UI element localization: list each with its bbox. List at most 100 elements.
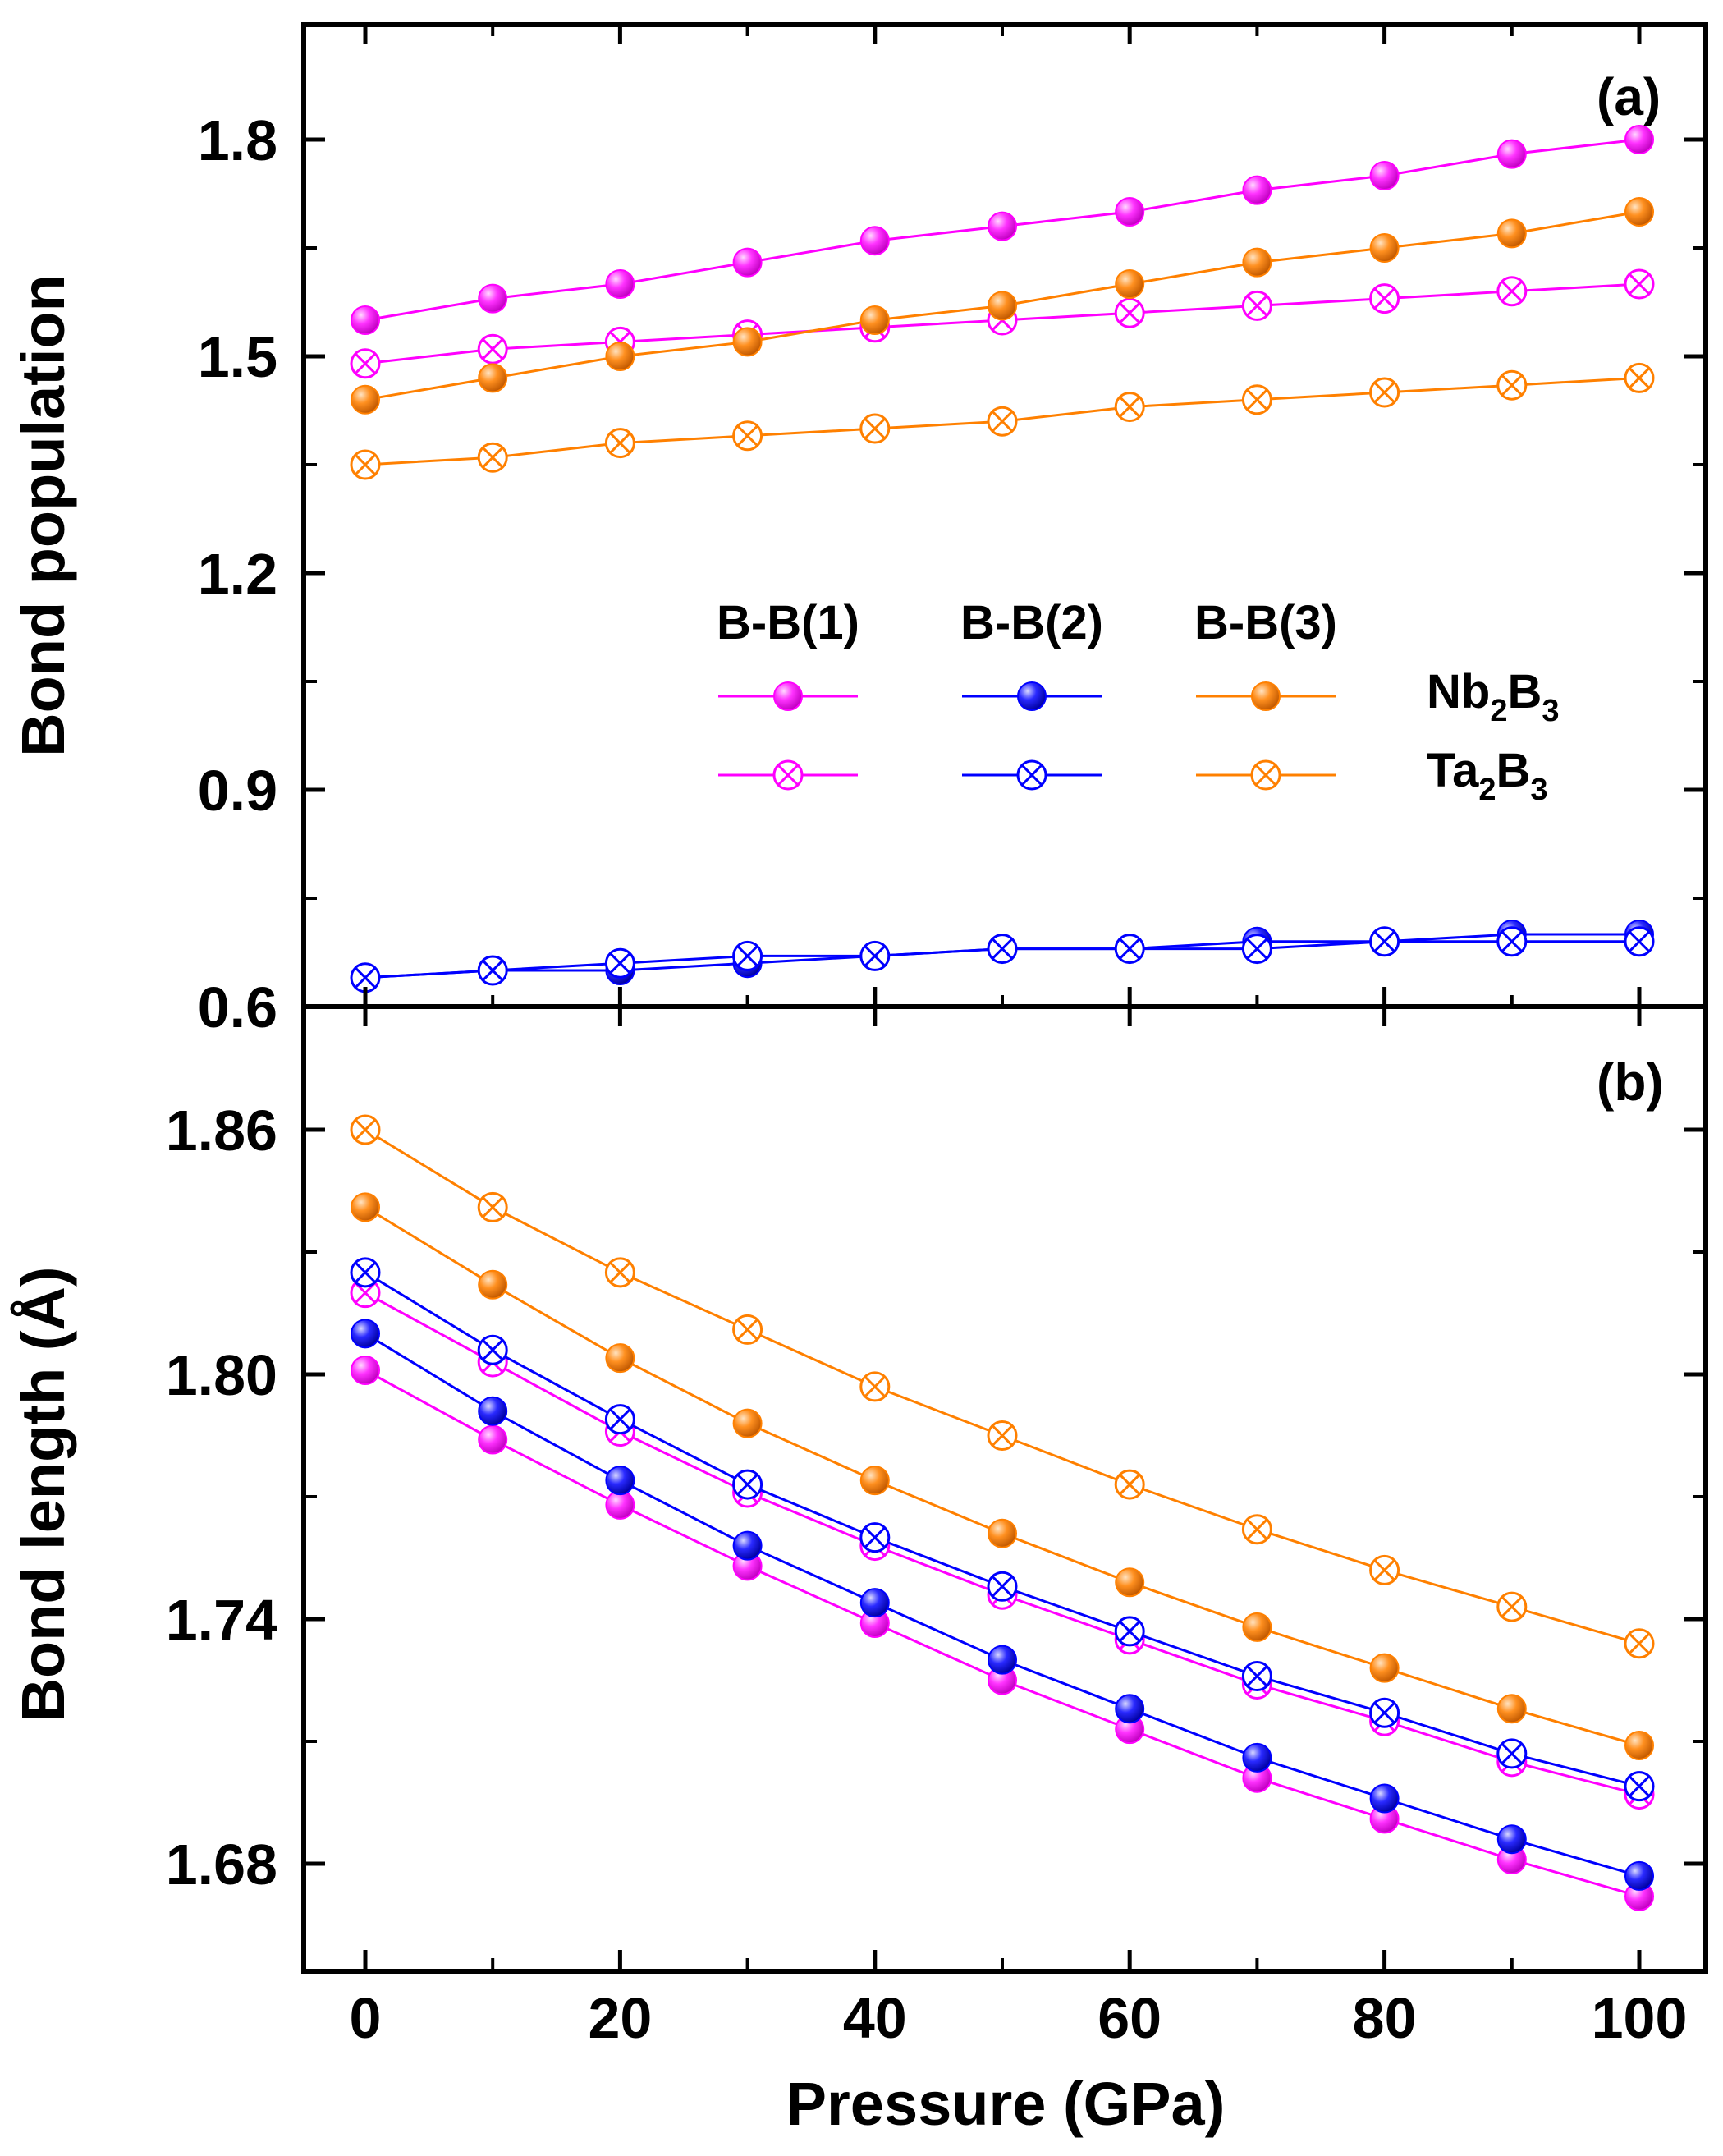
panel-a-series	[350, 125, 1655, 993]
panel-a-label: (a)	[1597, 67, 1661, 126]
legend-sample-b-b-1-nb-marker	[773, 681, 803, 711]
panel-a-b-b-3-nb2b3-point	[988, 291, 1017, 321]
panel-b-b-b-2-ta2b3-point	[604, 1404, 635, 1435]
panel-a-b-b-1-ta2b3-point	[1241, 290, 1272, 321]
panel-b-b-b-3-ta2b3-point	[1114, 1469, 1145, 1500]
legend-sample-b-b-2-nb-marker	[1017, 681, 1047, 711]
legend-header-bb1: B-B(1)	[717, 596, 859, 649]
panel-b-b-b-3-nb2b3-point	[351, 1192, 380, 1222]
panel-b-b-b-2-ta2b3-point	[1114, 1616, 1145, 1647]
panel-a-b-b-3-ta2b3-point	[477, 442, 508, 473]
panel-a-b-b-3-ta2b3-point	[350, 449, 381, 480]
panel-a-b-b-2-ta2b3-point	[859, 940, 891, 971]
panel-a-y-tick-label: 0.9	[198, 759, 277, 823]
panel-a-frame	[301, 22, 1708, 1009]
panel-b-b-b-2-ta2b3-point	[1496, 1738, 1528, 1769]
panel-a-b-b-2-ta2b3-point	[732, 940, 763, 971]
panel-a-bond-population: 0.6 0.9 1.2 1.5 1.8 (a) Bond population B-B(…	[9, 22, 1708, 1039]
panel-b-x-ticks: 0 20 40 60 80 100	[350, 25, 1688, 2050]
panel-b-bond-length: 1.68 1.74 1.80 1.86 0 20 40 60 80 100 (b) Bond l…	[9, 25, 1708, 2138]
panel-b-b-b-2-ta2b3-point	[1624, 1771, 1655, 1802]
legend-header-bb2: B-B(2)	[960, 596, 1103, 649]
panel-b-y-tick-label: 1.68	[166, 1833, 277, 1897]
panel-a-b-b-1-nb2b3-point	[1496, 139, 1527, 169]
panel-a-y-tick-label: 0.6	[198, 975, 277, 1039]
panel-a-b-b-1-nb2b3-point	[1115, 197, 1145, 227]
panel-a-b-b-3-nb2b3-point	[605, 342, 635, 371]
panel-a-b-b-1-ta2b3-point	[1624, 268, 1655, 300]
panel-a-b-b-2-ta2b3-point	[1369, 926, 1400, 957]
legend-ta2b3-sub1: 2	[1478, 773, 1496, 807]
panel-a-y-tick-label: 1.5	[198, 325, 277, 389]
panel-b-b-b-3-ta2b3-point	[1624, 1628, 1655, 1659]
panel-a-b-b-3-ta2b3-point	[604, 428, 635, 459]
panel-a-y-ticks: 0.6 0.9 1.2 1.5 1.8	[198, 108, 1706, 1039]
panel-a-b-b-1-nb2b3-point	[1242, 175, 1272, 205]
panel-a-b-b-3-nb2b3-point	[1369, 233, 1400, 263]
panel-b-b-b-3-ta2b3-point	[732, 1314, 763, 1345]
legend-nb2b3: Nb2B3	[1427, 665, 1560, 728]
panel-b-b-b-2-nb2b3-point	[351, 1319, 380, 1349]
panel-a-y-axis-label: Bond population	[9, 274, 77, 757]
panel-a-b-b-2-ta2b3-point	[1624, 926, 1655, 957]
panel-a-b-b-1-nb2b3-point	[988, 211, 1017, 241]
panel-a-b-b-3-ta2b3-point	[1241, 384, 1272, 415]
x-tick-label: 40	[843, 1986, 907, 2050]
panel-b-b-b-3-nb2b3-point	[1115, 1567, 1145, 1598]
panel-b-frame	[301, 1004, 1708, 1974]
panel-b-b-b-1-nb2b3-point	[478, 1424, 508, 1455]
panel-a-b-b-1-nb2b3-point	[605, 269, 635, 299]
panel-a-b-b-1-nb2b3-point	[1624, 125, 1654, 154]
panel-a-b-b-3-nb2b3-point	[351, 384, 380, 415]
x-tick-label: 60	[1097, 1986, 1162, 2050]
legend-nb2b3-mid: B	[1507, 665, 1542, 718]
panel-a-b-b-3-ta2b3-point	[987, 406, 1018, 437]
panel-a-b-b-3-nb2b3-point	[732, 327, 763, 357]
panel-b-b-b-2-nb2b3-point	[1624, 1860, 1654, 1891]
panel-b-b-b-3-nb2b3-point	[732, 1408, 763, 1438]
legend-nb2b3-sub2: 3	[1542, 694, 1559, 728]
panel-b-b-b-2-nb2b3-point	[988, 1645, 1017, 1675]
panel-a-b-b-1-nb2b3-point	[1369, 161, 1400, 190]
panel-b-b-b-3-ta2b3-point	[859, 1371, 891, 1402]
x-tick-label: 100	[1592, 1986, 1688, 2050]
panel-a-b-b-1-nb2b3-point	[859, 226, 890, 256]
panel-b-b-b-3-nb2b3-point	[605, 1343, 635, 1374]
panel-b-series	[350, 1114, 1655, 1911]
panel-b-b-b-2-ta2b3-point	[477, 1334, 508, 1365]
panel-b-b-b-2-ta2b3-point	[350, 1257, 381, 1288]
legend-sample-b-b-3-ta-marker	[1250, 759, 1281, 791]
panel-b-b-b-3-ta2b3-point	[1496, 1591, 1528, 1622]
panel-b-y-tick-label: 1.74	[166, 1588, 277, 1652]
panel-b-b-b-2-nb2b3-point	[1496, 1824, 1527, 1855]
panel-a-b-b-2-ta2b3-point	[1114, 934, 1145, 965]
panel-b-b-b-3-ta2b3-point	[604, 1257, 635, 1288]
panel-a-b-b-1-ta2b3-point	[1369, 283, 1400, 314]
panel-b-b-b-3-ta2b3-point	[1241, 1514, 1272, 1545]
panel-b-label: (b)	[1597, 1053, 1664, 1112]
legend-samples	[718, 681, 1336, 791]
panel-b-b-b-3-ta2b3-point	[477, 1191, 508, 1222]
panel-b-b-b-2-nb2b3-point	[1242, 1742, 1272, 1773]
panel-a-b-b-3-nb2b3-point	[1496, 218, 1527, 249]
panel-a-b-b-1-nb2b3-point	[478, 283, 508, 314]
legend-ta2b3-base: Ta	[1427, 744, 1479, 797]
legend-ta2b3-mid: B	[1496, 744, 1531, 797]
panel-b-b-b-3-ta2b3-point	[1369, 1554, 1400, 1585]
legend-nb2b3-base: Nb	[1427, 665, 1490, 718]
panel-b-b-b-3-nb2b3-point	[1496, 1694, 1527, 1724]
panel-b-b-b-3-ta2b3-point	[350, 1114, 381, 1145]
panel-a-b-b-2-ta2b3-point	[1496, 926, 1528, 957]
panel-a-b-b-1-nb2b3-point	[732, 247, 763, 278]
panel-a-b-b-3-nb2b3-point	[478, 363, 508, 393]
legend-ta2b3: Ta2B3	[1427, 744, 1548, 807]
panel-b-b-b-2-nb2b3-point	[478, 1396, 508, 1426]
panel-b-y-axis-label: Bond length (Å)	[9, 1267, 77, 1723]
panel-a-b-b-3-ta2b3-point	[1114, 392, 1145, 423]
legend-sample-b-b-2-ta-marker	[1016, 759, 1047, 791]
panel-a-y-tick-label: 1.2	[198, 542, 277, 606]
panel-a-b-b-3-ta2b3-point	[1496, 369, 1528, 401]
panel-b-b-b-3-nb2b3-point	[1369, 1653, 1400, 1683]
legend-sample-b-b-1-ta-marker	[772, 759, 804, 791]
